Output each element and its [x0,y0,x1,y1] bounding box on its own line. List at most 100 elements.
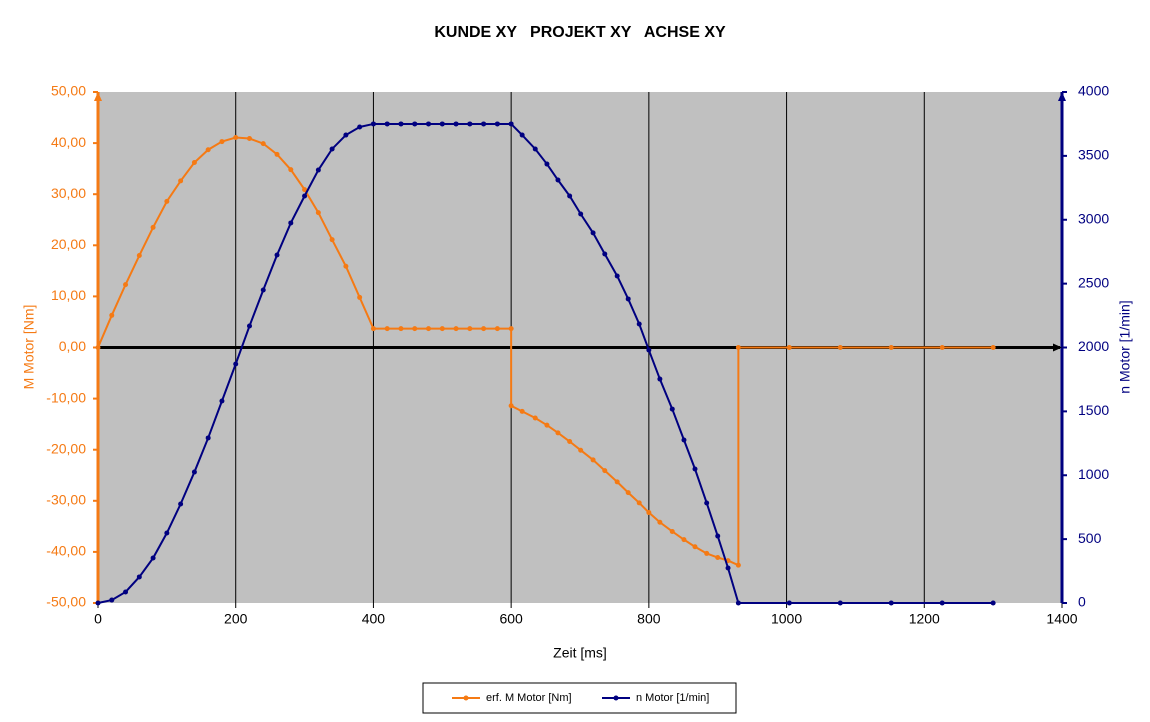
data-point [837,600,843,606]
data-point [508,326,514,332]
data-point [329,146,335,152]
data-point [191,469,197,475]
data-point [735,345,741,350]
x-tick-label: 400 [362,611,386,627]
data-point [704,550,710,556]
data-point [453,121,459,127]
data-point [302,193,308,199]
y-axis-arrow [94,92,102,101]
data-point [274,252,280,258]
y-tick-label: 10,00 [51,287,86,303]
data-point [657,376,663,382]
data-point [109,312,115,318]
data-point [692,544,698,550]
y2-tick-label: 1000 [1078,466,1109,482]
legend-label: n Motor [1/min] [636,692,709,704]
data-point [578,447,584,453]
data-point [357,124,363,130]
data-point [692,466,698,472]
data-point [233,134,239,140]
x-tick-label: 1200 [909,611,940,627]
data-point [439,326,445,332]
data-point [205,435,211,441]
data-point [274,151,280,157]
x-tick-label: 0 [94,611,102,627]
data-point [636,500,642,506]
chart-title: KUNDE XY PROJEKT XY ACHSE XY [434,24,726,41]
data-point [681,437,687,443]
x-tick-label: 200 [224,611,248,627]
data-point [532,415,538,421]
data-point [725,565,731,571]
x-tick-label: 600 [499,611,523,627]
data-point [384,326,390,332]
data-point [939,600,945,606]
data-point [669,528,675,534]
y2-tick-label: 500 [1078,530,1102,546]
data-point [426,121,432,127]
data-point [590,457,596,463]
y2-axis-label: n Motor [1/min] [1117,300,1133,393]
data-point [646,510,652,516]
legend-marker [463,695,469,701]
data-point [109,597,115,603]
data-point [329,237,335,243]
x-tick-label: 1000 [771,611,802,627]
data-point [136,574,142,580]
data-point [398,121,404,127]
data-point [614,479,620,485]
y2-tick-label: 2000 [1078,338,1109,354]
y-tick-label: -50,00 [46,594,86,610]
y-tick-label: 40,00 [51,134,86,150]
legend-marker [613,695,619,701]
data-point [412,326,418,332]
data-point [578,211,584,217]
data-point [95,600,101,606]
data-point [681,537,687,543]
data-point [398,326,404,332]
data-point [315,210,321,216]
data-point [150,555,156,561]
data-point [191,160,197,166]
data-point [625,490,631,496]
series-line [97,136,994,567]
data-point [508,403,514,409]
data-point [357,294,363,300]
y2-tick-label: 1500 [1078,402,1109,418]
data-point [288,220,294,226]
y2-tick-label: 3500 [1078,147,1109,163]
y-tick-label: -20,00 [46,440,86,456]
data-point [555,177,561,183]
data-point [246,136,252,142]
data-point [123,282,129,288]
data-point [715,555,721,561]
data-point [343,263,349,269]
data-point [219,139,225,145]
data-point [370,121,376,127]
data-point [786,600,792,606]
y2-tick-label: 4000 [1078,83,1109,99]
data-point [519,132,525,138]
data-point [164,198,170,204]
x-axis-arrow [1053,343,1062,352]
y-axis-label: M Motor [Nm] [21,305,37,390]
data-point [519,408,525,414]
data-point [453,326,459,332]
data-point [990,345,996,350]
data-point [715,533,721,539]
data-point [178,178,184,184]
data-point [567,439,573,445]
data-point [657,519,663,525]
series-line [97,122,994,604]
data-point [302,187,308,193]
data-point [532,146,538,152]
data-point [567,193,573,199]
y-tick-label: -10,00 [46,389,86,405]
y2-tick-label: 0 [1078,594,1086,610]
data-point [426,326,432,332]
y-tick-label: 20,00 [51,236,86,252]
data-point [602,251,608,257]
data-point [439,121,445,127]
data-point [260,287,266,293]
